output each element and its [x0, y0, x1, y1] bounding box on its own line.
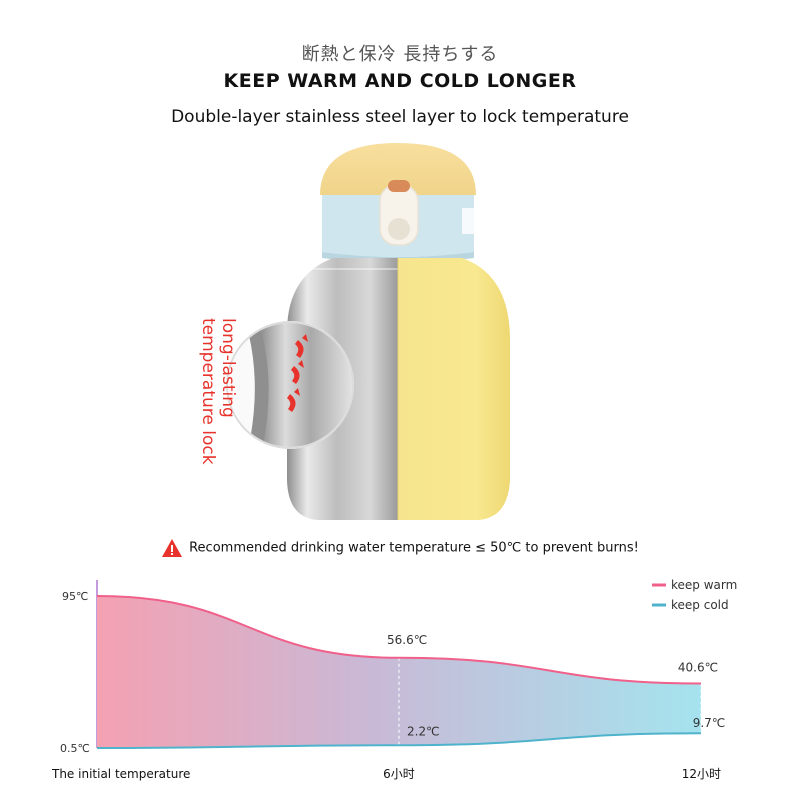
x-tick-label: 6小时: [383, 767, 415, 781]
series-line-keep-cold: [96, 732, 702, 749]
subtitle: Double-layer stainless steel layer to lo…: [171, 107, 629, 127]
callout-line-1: long-lasting: [218, 318, 238, 418]
y-tick-label: 0.5℃: [60, 742, 90, 755]
yellow-half: [398, 258, 510, 520]
thermos-lid: [320, 143, 476, 195]
callout-line-2: temperature lock: [198, 318, 218, 465]
temperature-chart: 95℃ 0.5℃ 56.6℃ 40.6℃ 2.2℃ 9.7℃ The initial tem…: [51, 578, 737, 781]
data-label: 56.6℃: [387, 633, 427, 647]
series-line-keep-warm: [96, 595, 702, 685]
legend-entry: keep cold: [671, 598, 729, 612]
legend-entry: keep warm: [671, 578, 737, 592]
steel-half: [287, 258, 398, 520]
y-tick-label: 95℃: [62, 590, 88, 603]
data-label: 9.7℃: [693, 716, 726, 730]
lid-button: [379, 184, 419, 246]
page-title: KEEP WARM AND COLD LONGER: [223, 70, 577, 92]
temperature-lock-callout: long-lasting temperature lock: [198, 318, 258, 468]
data-label: 2.2℃: [407, 724, 440, 738]
data-label: 40.6℃: [678, 661, 718, 675]
warning-text: Recommended drinking water temperature ≤…: [189, 540, 639, 556]
heat-arrows: [287, 334, 308, 412]
japanese-title: 断熱と保冷 長持ちする: [301, 44, 499, 65]
thermos-band: [322, 195, 474, 257]
warning-triangle-icon: [162, 539, 183, 557]
x-tick-label: The initial temperature: [51, 767, 190, 781]
burn-warning: Recommended drinking water temperature ≤…: [0, 538, 800, 558]
x-tick-label: 12小时: [682, 767, 721, 781]
